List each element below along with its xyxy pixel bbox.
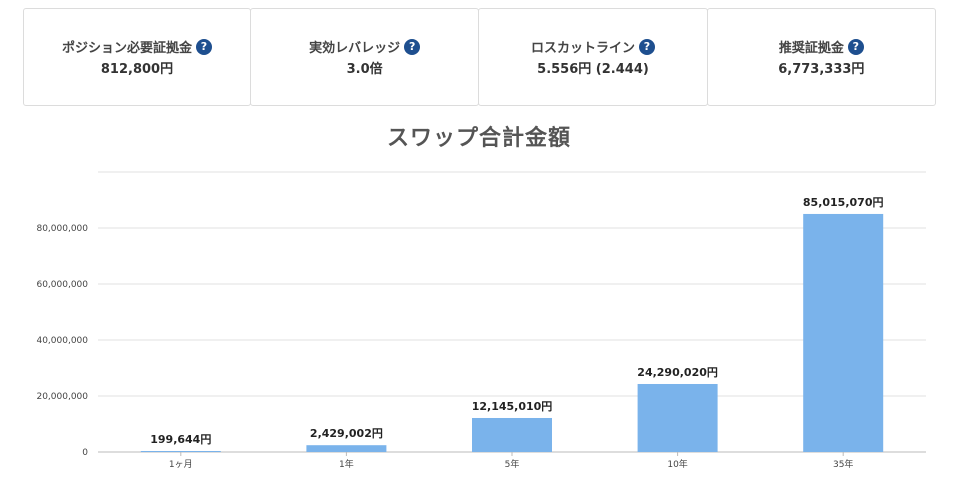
y-tick-label: 60,000,000 — [36, 280, 88, 290]
bar — [140, 451, 221, 452]
y-tick-label: 0 — [82, 448, 88, 458]
x-tick-label: 1年 — [339, 458, 354, 470]
card-label: ポジション必要証拠金 — [61, 41, 192, 56]
x-tick-label: 5年 — [505, 458, 520, 470]
card-recommended-margin: 推奨証拠金 ? 6,773,333円 — [706, 8, 936, 106]
data-label: 199,644円 — [150, 433, 211, 446]
y-tick-label: 80,000,000 — [36, 224, 88, 234]
x-tick-label: 10年 — [667, 458, 687, 470]
question-circle-icon[interactable]: ? — [639, 38, 655, 55]
question-circle-icon[interactable]: ? — [404, 38, 421, 55]
card-label: 実効レバレッジ — [309, 41, 401, 56]
x-tick-label: 1ヶ月 — [169, 459, 193, 470]
summary-cards: ポジション必要証拠金 ? 812,800円 実効レバレッジ ? 3.0倍 ロスカ… — [23, 8, 936, 106]
data-label: 2,429,002円 — [310, 427, 383, 440]
card-value: 3.0倍 — [346, 62, 383, 77]
data-label: 24,290,020円 — [637, 366, 718, 379]
card-label: 推奨証拠金 — [778, 41, 844, 56]
y-tick-label: 20,000,000 — [36, 392, 88, 402]
card-label: ロスカットライン — [530, 41, 635, 56]
y-tick-label: 40,000,000 — [36, 336, 88, 346]
bar — [803, 213, 884, 452]
card-value: 5.556円 (2.444) — [537, 62, 649, 77]
data-label: 12,145,010円 — [472, 400, 553, 413]
card-effective-leverage: 実効レバレッジ ? 3.0倍 — [250, 8, 480, 106]
data-label: 85,015,070円 — [803, 196, 884, 209]
card-value: 812,800円 — [100, 62, 174, 77]
question-circle-icon[interactable]: ? — [196, 38, 212, 55]
bar — [472, 417, 552, 452]
chart-title: スワップ合計金額 — [386, 126, 571, 151]
bar — [306, 445, 387, 452]
card-value: 6,773,333円 — [778, 62, 865, 77]
card-required-margin: ポジション必要証拠金 ? 812,800円 — [23, 8, 251, 106]
bar — [637, 383, 718, 452]
question-circle-icon[interactable]: ? — [847, 38, 864, 55]
x-tick-label: 35年 — [833, 458, 853, 470]
